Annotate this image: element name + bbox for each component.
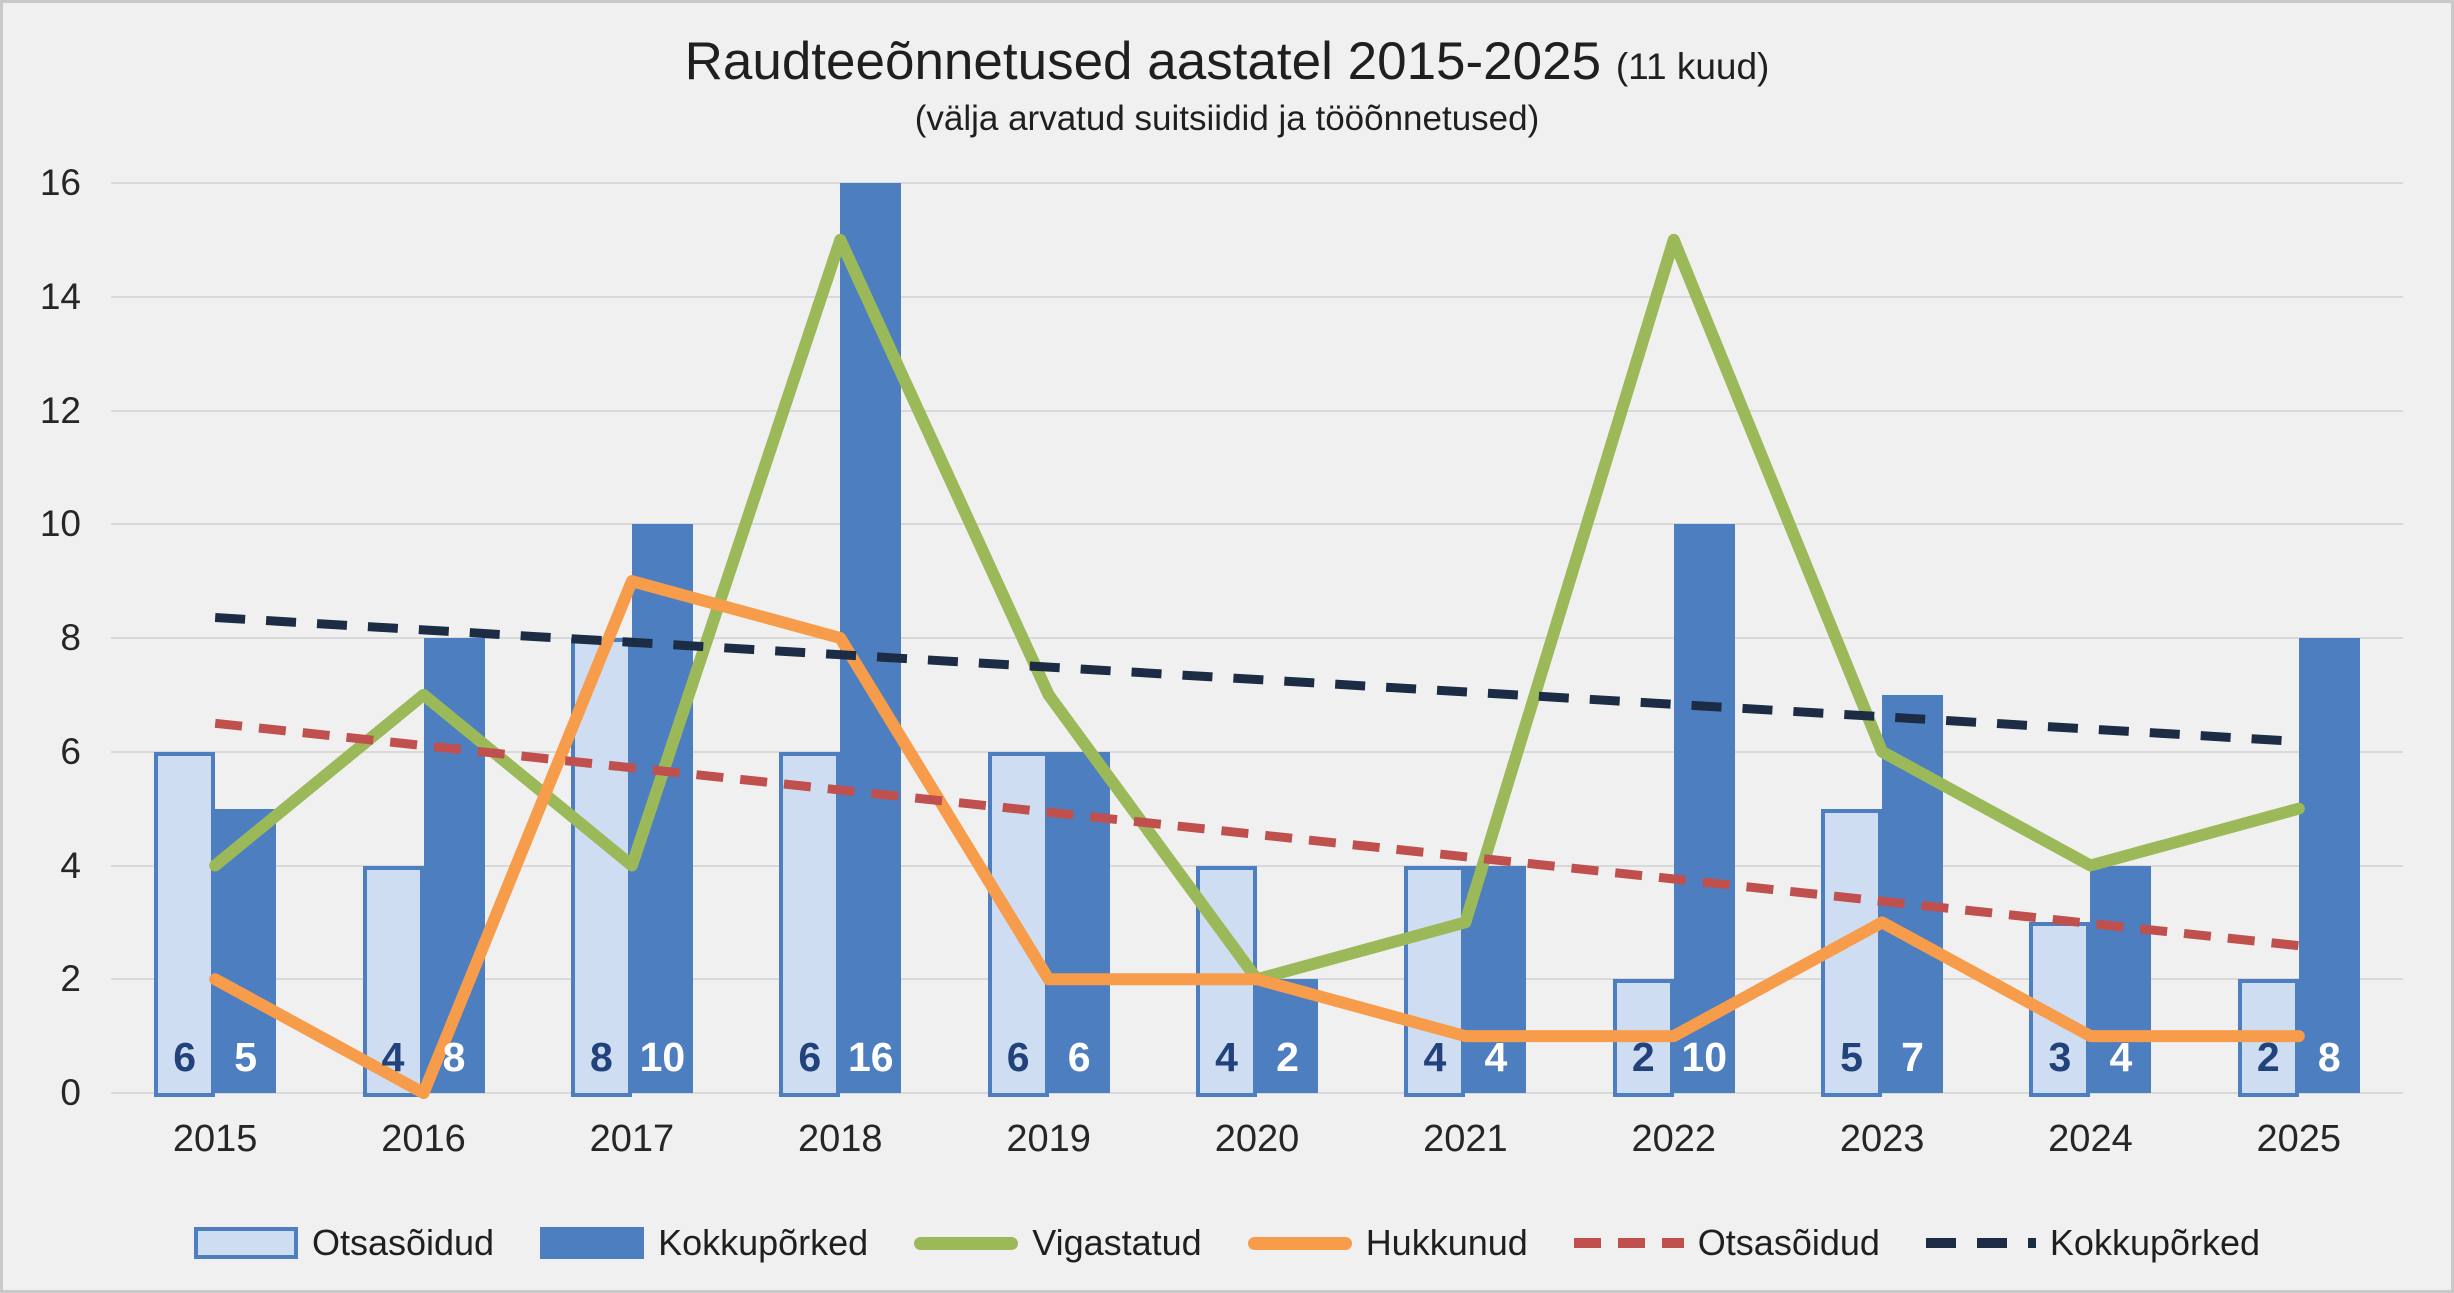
bar-value-label: 4 [1423,1034,1447,1080]
bar-otsasoidud-2021 [1404,865,1466,1097]
legend-swatch-kokkuporked-bars [540,1227,645,1259]
gridline-y-4 [111,864,2403,867]
bar-value-label: 2 [1276,1034,1299,1080]
bar-value-label: 6 [1067,1034,1091,1080]
chart-title: Raudteeõnnetused aastatel 2015-2025 [684,32,1602,91]
chart-header: Raudteeõnnetused aastatel 2015-2025 (11 … [3,29,2451,141]
legend-swatch-otsasoidud-trend [1573,1238,1684,1248]
lines-layer [209,233,2305,1099]
y-axis-tick-label: 14 [39,275,81,317]
bar-value-label: 6 [798,1034,822,1080]
chart-title-suffix: (11 kuud) [1615,46,1770,87]
bar-value-label: 4 [381,1034,405,1080]
bar-value-label: 4 [1215,1034,1238,1080]
legend-item-label: Otsasõidud [1697,1222,1880,1263]
y-axis-tick-label: 4 [60,844,81,886]
y-axis-tick-label: 12 [39,389,81,431]
gridline-y-10 [111,523,2403,526]
gridline-y-0 [111,1092,2403,1094]
x-axis-tick-label: 2019 [1006,1118,1091,1160]
y-axis-tick-label: 8 [60,617,81,658]
y-axis-tick-label: 10 [39,503,81,545]
x-axis-tick-label: 2025 [2256,1118,2342,1160]
bar-value-label: 8 [442,1034,466,1080]
plot-area: 6 4 8 6 6 4 4 2 5 3 2 5 8 10 16 6 2 4 10 7 4 8 [111,182,2403,1099]
legend-swatch-vigastatud [914,1236,1019,1250]
legend-item-hukkunud: Hukkunud [1247,1222,1528,1264]
vigastatud-line [209,233,2305,986]
bar-value-label: 4 [1484,1034,1508,1080]
x-axis-tick-label: 2015 [172,1118,258,1160]
kokkuporked-trendline [214,613,2300,747]
bar-value-label: 8 [2317,1034,2341,1080]
y-axis-tick-label: 6 [60,730,81,772]
legend-item-label: Otsasõidud [311,1222,495,1263]
x-axis-tick-label: 2021 [1423,1118,1508,1160]
bar-otsasoidud-2018 [779,751,841,1097]
bar-kokkuporked-2018 [840,183,902,1093]
x-axis-tick-label: 2018 [797,1118,883,1160]
bar-value-label: 5 [234,1034,258,1080]
hukkunud-line [209,575,2305,1099]
legend-item-label: Kokkupõrked [658,1222,869,1263]
x-axis-tick-label: 2022 [1631,1118,1716,1160]
bar-value-label: 2 [1631,1034,1655,1080]
bar-value-label: 5 [1840,1034,1863,1080]
legend-item-label: Kokkupõrked [2049,1222,2261,1263]
y-axis-tick-label: 16 [39,162,81,203]
chart-title-row: Raudteeõnnetused aastatel 2015-2025 (11 … [3,29,2451,95]
y-axis-tick-label: 0 [60,1072,81,1113]
x-axis-tick-label: 2024 [2048,1118,2133,1160]
bar-value-label: 6 [1006,1034,1030,1080]
gridline-y-12 [111,409,2403,412]
gridline-y-8 [111,637,2403,639]
bar-value-label: 6 [173,1034,197,1080]
gridline-y-14 [111,295,2403,298]
bar-kokkuporked-2024 [2090,865,2152,1093]
bar-value-label: 10 [639,1034,686,1080]
bar-value-label: 7 [1901,1034,1924,1080]
bar-otsasoidud-2015 [154,751,216,1097]
chart-subtitle: (välja arvatud suitsiidid ja tööõnnetuse… [914,99,1540,139]
x-axis-tick-label: 2016 [381,1118,466,1160]
legend-swatch-otsasoidud-bars [193,1227,298,1259]
legend-item-label: Hukkunud [1365,1222,1528,1263]
x-axis-tick-label: 2020 [1214,1118,1300,1160]
legend-item-label: Vigastatud [1032,1222,1202,1263]
legend-item-kokkuporked-bars: Kokkupõrked [540,1222,868,1264]
y-axis-tick-label: 2 [60,958,81,1000]
legend-item-kokkuporked-trend: Kokkupõrked [1925,1222,2261,1264]
bar-kokkuporked-2025 [2298,638,2360,1093]
legend-item-otsasoidud-trend: Otsasõidud [1573,1222,1880,1264]
x-axis-tick-label: 2023 [1839,1118,1925,1160]
bar-value-label: 3 [2048,1034,2072,1080]
legend-item-otsasoidud-bars: Otsasõidud [193,1222,495,1264]
bar-value-label: 10 [1681,1034,1728,1080]
legend-item-vigastatud: Vigastatud [914,1222,1202,1264]
legend-swatch-kokkuporked-trend [1925,1238,2036,1248]
bar-value-label: 4 [2109,1034,2133,1080]
legend: Otsasõidud Kokkupõrked Vigastatud Hukkunud O… [3,1222,2451,1264]
bar-value-label: 8 [590,1034,613,1080]
gridline-y-16 [111,182,2403,184]
bar-value-label: 2 [2256,1034,2280,1080]
bar-kokkuporked-2017 [631,524,693,1093]
gridline-y-6 [111,750,2403,753]
bar-kokkuporked-2019 [1048,751,1110,1093]
bar-kokkuporked-2022 [1673,524,1735,1093]
x-axis-tick-label: 2017 [589,1118,675,1160]
legend-swatch-hukkunud [1247,1236,1352,1250]
bar-value-label: 16 [847,1034,894,1080]
